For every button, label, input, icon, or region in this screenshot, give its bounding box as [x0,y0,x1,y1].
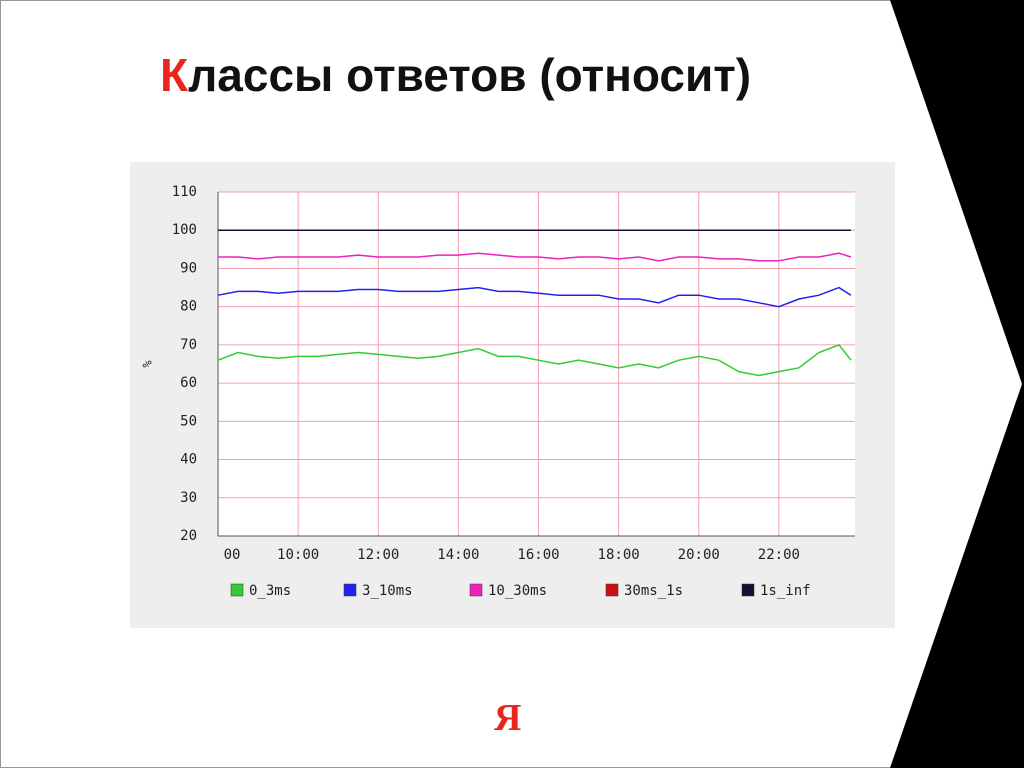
y-tick-label: 30 [180,490,197,506]
y-tick-label: 100 [172,222,197,238]
legend-label: 0_3ms [249,583,291,599]
plot-area [218,192,855,536]
legend-swatch [230,583,244,597]
y-tick-label: 60 [180,375,197,391]
x-tick-label: 22:00 [758,547,800,563]
y-tick-label: 80 [180,299,197,315]
legend-swatch [741,583,755,597]
legend-label: 30ms_1s [624,583,683,599]
series-line [217,286,852,308]
x-tick-label: 18:00 [598,547,640,563]
legend-swatch [469,583,483,597]
legend-swatch [343,583,357,597]
y-axis-label: % [141,360,155,368]
series-line [217,344,852,377]
y-tick-label: 70 [180,337,197,353]
x-tick-label: 12:00 [357,547,399,563]
legend-swatch [605,583,619,597]
legend-label: 1s_inf [760,583,811,599]
x-tick-label: 16:00 [517,547,559,563]
y-tick-label: 90 [180,260,197,276]
chevron [890,0,1024,768]
y-tick-label: 110 [172,184,197,200]
slide-title: Классы ответов (относит) [160,49,752,101]
x-tick-label: 10:00 [277,547,319,563]
x-tick-label: 00 [224,547,241,563]
logo: Я [494,697,522,739]
series-line [218,252,852,262]
legend-label: 10_30ms [488,583,547,599]
y-tick-label: 20 [180,528,197,544]
y-tick-label: 50 [180,413,197,429]
x-tick-label: 14:00 [437,547,479,563]
y-tick-label: 40 [180,452,197,468]
x-tick-label: 20:00 [678,547,720,563]
legend-label: 3_10ms [362,583,413,599]
